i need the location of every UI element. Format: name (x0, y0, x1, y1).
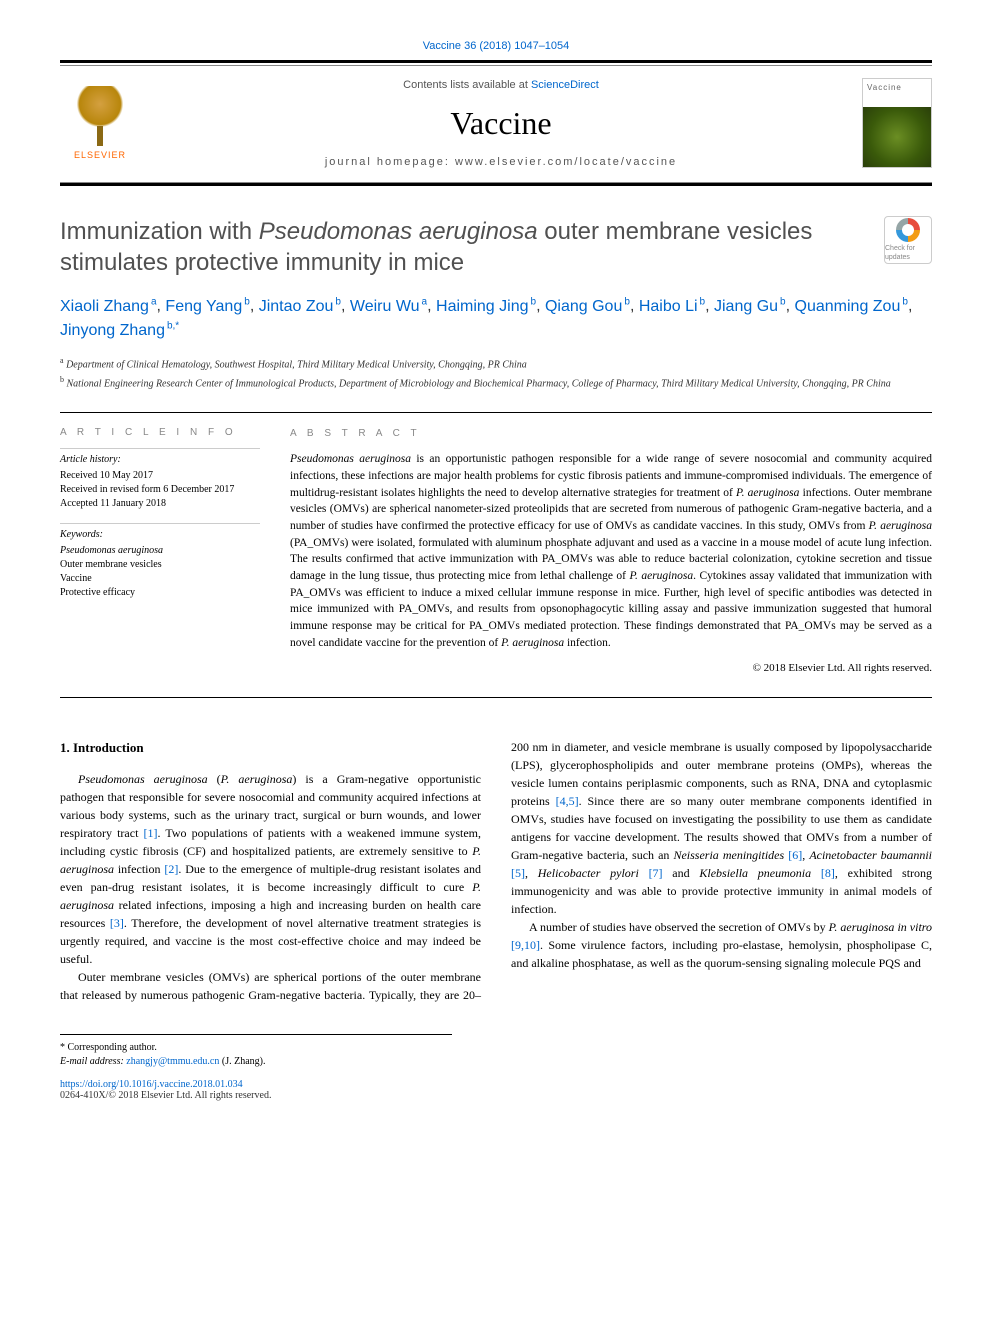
keywords-label: Keywords: (60, 528, 260, 542)
author[interactable]: Jinyong Zhang b,* (60, 322, 179, 339)
contents-line: Contents lists available at ScienceDirec… (140, 79, 862, 91)
title-italic: Pseudomonas aeruginosa (259, 218, 538, 245)
body-para: A number of studies have observed the se… (511, 918, 932, 972)
author[interactable]: Haibo Li b (639, 298, 705, 315)
abstract-heading: A B S T R A C T (290, 427, 932, 442)
accepted-date: Accepted 11 January 2018 (60, 497, 260, 511)
history-label: Article history: (60, 448, 260, 467)
doi-link[interactable]: https://doi.org/10.1016/j.vaccine.2018.0… (60, 1079, 932, 1090)
section-heading: 1. Introduction (60, 738, 481, 758)
author[interactable]: Xiaoli Zhang a (60, 298, 157, 315)
rule (60, 60, 932, 63)
badge-label: Check for updates (885, 244, 931, 262)
keywords-block: Keywords: Pseudomonas aeruginosaOuter me… (60, 523, 260, 600)
rule (60, 697, 932, 698)
keywords-list: Pseudomonas aeruginosaOuter membrane ves… (60, 544, 260, 600)
check-updates-badge[interactable]: Check for updates (884, 216, 932, 264)
email-name: (J. Zhang). (219, 1056, 265, 1067)
body-text: 1. Introduction Pseudomonas aeruginosa (… (60, 738, 932, 1004)
keyword: Vaccine (60, 572, 260, 586)
keyword: Pseudomonas aeruginosa (60, 544, 260, 558)
body-para: Pseudomonas aeruginosa (P. aeruginosa) i… (60, 770, 481, 968)
crossmark-icon (896, 218, 920, 242)
author[interactable]: Jiang Gu b (714, 298, 786, 315)
author-list: Xiaoli Zhang a, Feng Yang b, Jintao Zou … (60, 294, 932, 343)
info-abstract-row: A R T I C L E I N F O Article history: R… (60, 427, 932, 678)
elsevier-logo[interactable]: ELSEVIER (60, 78, 140, 168)
journal-name: Vaccine (140, 105, 862, 142)
publisher-name: ELSEVIER (74, 150, 126, 160)
elsevier-tree-icon (70, 86, 130, 146)
article-info: A R T I C L E I N F O Article history: R… (60, 427, 260, 678)
received-date: Received 10 May 2017 (60, 469, 260, 483)
author[interactable]: Qiang Gou b (545, 298, 630, 315)
journal-cover[interactable]: Vaccine (862, 78, 932, 168)
abstract-copyright: © 2018 Elsevier Ltd. All rights reserved… (290, 661, 932, 677)
title-pre: Immunization with (60, 218, 259, 245)
info-heading: A R T I C L E I N F O (60, 427, 260, 438)
corresponding-label: * Corresponding author. (60, 1041, 452, 1055)
corresponding-author: * Corresponding author. E-mail address: … (60, 1034, 452, 1069)
contents-prefix: Contents lists available at (403, 79, 531, 91)
journal-homepage[interactable]: journal homepage: www.elsevier.com/locat… (140, 156, 862, 168)
sciencedirect-link[interactable]: ScienceDirect (531, 79, 599, 91)
masthead: ELSEVIER Contents lists available at Sci… (60, 66, 932, 180)
abstract-text: Pseudomonas aeruginosa is an opportunist… (290, 451, 932, 651)
email-label: E-mail address: (60, 1056, 126, 1067)
author[interactable]: Feng Yang b (165, 298, 249, 315)
article-history: Article history: Received 10 May 2017 Re… (60, 448, 260, 511)
author[interactable]: Jintao Zou b (259, 298, 341, 315)
keyword: Outer membrane vesicles (60, 558, 260, 572)
cover-title: Vaccine (863, 79, 931, 96)
rule (60, 412, 932, 413)
abstract: A B S T R A C T Pseudomonas aeruginosa i… (290, 427, 932, 678)
article-title: Immunization with Pseudomonas aeruginosa… (60, 216, 932, 278)
email-link[interactable]: zhangjy@tmmu.edu.cn (126, 1056, 219, 1067)
revised-date: Received in revised form 6 December 2017 (60, 483, 260, 497)
author[interactable]: Haiming Jing b (436, 298, 536, 315)
affiliation-b: b National Engineering Research Center o… (60, 374, 932, 391)
rule (60, 183, 932, 186)
affiliation-a: a Department of Clinical Hematology, Sou… (60, 355, 932, 372)
issn-line: 0264-410X/© 2018 Elsevier Ltd. All right… (60, 1090, 932, 1101)
author[interactable]: Weiru Wu a (350, 298, 427, 315)
keyword: Protective efficacy (60, 586, 260, 600)
cover-image (863, 107, 931, 167)
affiliations: a Department of Clinical Hematology, Sou… (60, 355, 932, 392)
header-citation: Vaccine 36 (2018) 1047–1054 (60, 40, 932, 52)
masthead-center: Contents lists available at ScienceDirec… (140, 79, 862, 168)
email-line: E-mail address: zhangjy@tmmu.edu.cn (J. … (60, 1055, 452, 1069)
author[interactable]: Quanming Zou b (795, 298, 908, 315)
